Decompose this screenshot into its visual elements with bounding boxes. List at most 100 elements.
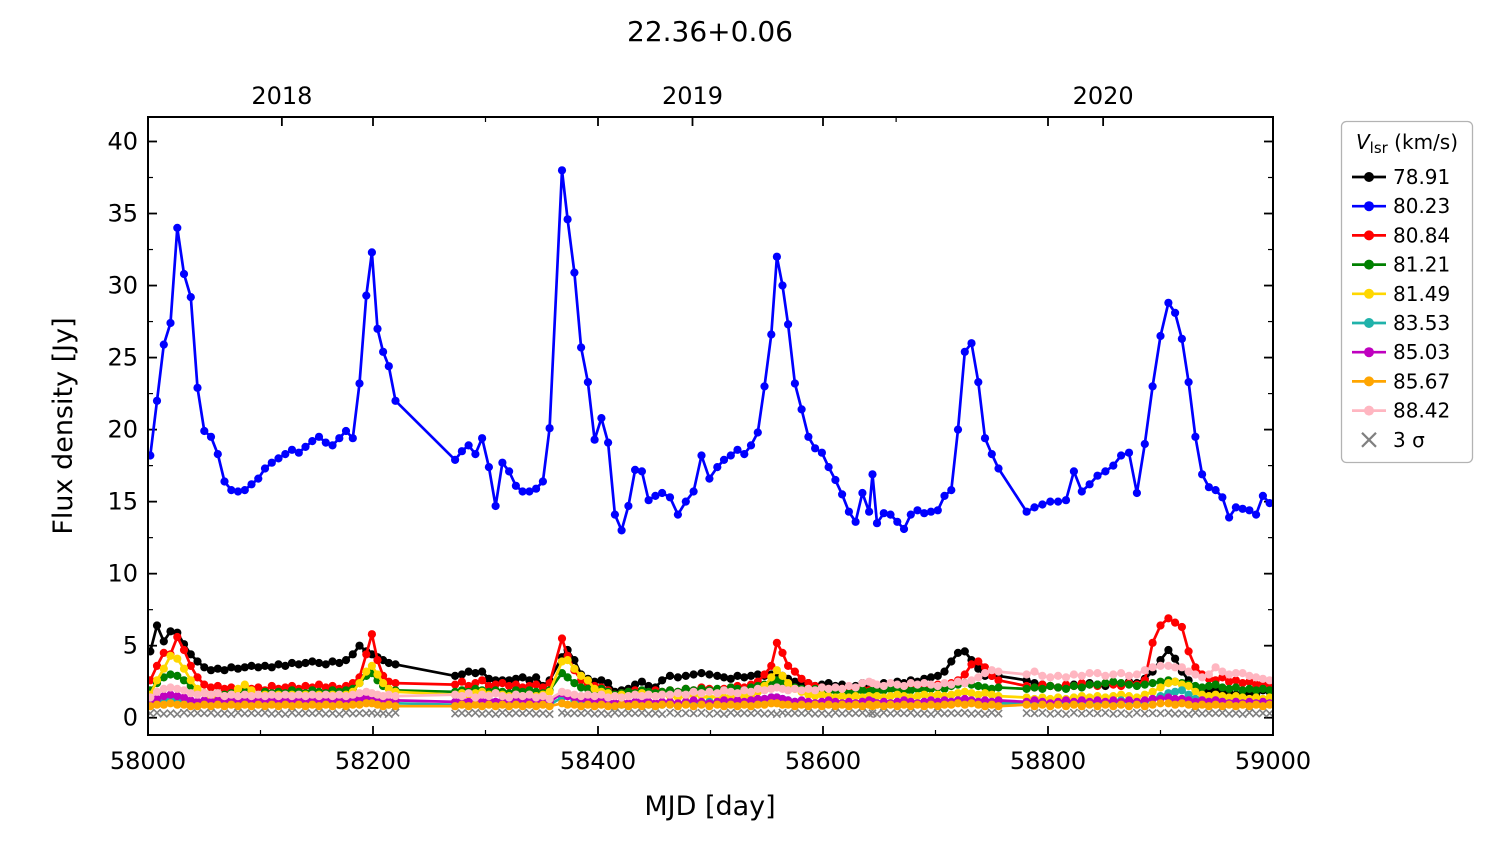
legend-marker	[1364, 405, 1374, 416]
data-point	[213, 700, 222, 709]
sigma-x-marker	[152, 708, 162, 717]
data-point	[563, 656, 572, 665]
data-point	[478, 676, 487, 685]
data-point	[247, 692, 256, 701]
data-point	[173, 684, 182, 694]
data-point	[1054, 700, 1063, 709]
data-point	[267, 663, 276, 672]
data-point	[379, 347, 388, 356]
axis-ticks	[147, 117, 1274, 735]
y-tick-label: 20	[107, 416, 138, 444]
data-point	[705, 670, 714, 679]
data-point	[213, 664, 222, 673]
sigma-x-marker	[886, 709, 895, 718]
legend-label: 81.49	[1393, 282, 1450, 306]
data-point	[784, 320, 793, 329]
data-point	[186, 650, 195, 659]
data-point	[484, 681, 493, 691]
data-point	[254, 700, 263, 709]
data-point	[1061, 696, 1071, 705]
data-point	[511, 481, 520, 490]
data-point	[1191, 681, 1200, 691]
data-point	[1204, 670, 1213, 679]
legend-item-85.03: 85.03	[1352, 340, 1450, 364]
sigma-x-marker	[159, 709, 168, 718]
data-point	[1101, 700, 1110, 709]
data-point	[314, 432, 324, 441]
data-point	[227, 663, 236, 672]
y-tick-label: 15	[107, 488, 138, 516]
data-point	[457, 692, 466, 701]
sigma-x-marker	[308, 709, 317, 718]
legend-item-80.84: 80.84	[1352, 223, 1450, 247]
data-point	[1022, 684, 1031, 694]
data-point	[557, 166, 567, 175]
data-point	[940, 679, 949, 688]
y-tick-label: 30	[107, 272, 138, 300]
data-point	[1164, 699, 1173, 708]
data-point	[767, 661, 776, 671]
sigma-x-marker	[783, 709, 793, 718]
sigma-x-marker	[879, 708, 888, 717]
data-point	[1124, 671, 1134, 681]
legend-item-3sigma: 3 σ	[1361, 428, 1425, 452]
data-point	[851, 700, 860, 709]
data-point	[658, 700, 667, 709]
data-point	[753, 684, 762, 694]
data-point	[778, 671, 787, 681]
sigma-x-marker	[1124, 709, 1134, 719]
sigma-x-marker	[477, 709, 487, 718]
data-point	[152, 396, 162, 405]
data-point	[1061, 496, 1071, 505]
sigma-x-marker	[705, 709, 714, 718]
data-point	[464, 667, 473, 676]
data-point	[491, 702, 500, 711]
data-point	[179, 269, 189, 279]
data-point	[1085, 700, 1094, 709]
data-point	[858, 686, 867, 695]
data-point	[379, 679, 388, 688]
data-point	[451, 680, 460, 689]
data-point	[947, 690, 956, 699]
data-point	[1093, 471, 1102, 480]
sigma-x-marker	[893, 708, 902, 718]
data-point	[227, 690, 236, 699]
data-point	[1124, 448, 1134, 457]
data-point	[597, 676, 606, 685]
data-point	[220, 692, 229, 701]
data-point	[484, 463, 493, 472]
sigma-x-marker	[1191, 708, 1200, 717]
data-point	[294, 448, 303, 457]
data-point	[933, 506, 942, 515]
data-point	[152, 621, 162, 630]
sigma-x-marker	[525, 708, 534, 717]
data-point	[373, 324, 382, 333]
data-point	[1117, 451, 1126, 460]
data-point	[673, 510, 683, 519]
sigma-x-marker	[1132, 708, 1142, 717]
data-point	[980, 689, 990, 698]
data-point	[1093, 680, 1102, 689]
data-point	[193, 383, 202, 392]
data-point	[940, 491, 949, 500]
sigma-x-marker	[733, 709, 742, 718]
data-point	[1225, 677, 1234, 686]
data-point	[1191, 432, 1200, 441]
legend-marker	[1364, 259, 1374, 270]
y-tick-label: 10	[107, 560, 138, 588]
sigma-x-marker	[1085, 708, 1094, 718]
data-point	[518, 702, 527, 711]
data-point	[886, 679, 895, 688]
data-point	[940, 684, 949, 694]
data-point	[570, 700, 579, 709]
data-point	[726, 451, 735, 460]
data-point	[173, 700, 182, 709]
sigma-legend-icon	[1361, 432, 1377, 448]
data-point	[1258, 491, 1267, 500]
data-point	[206, 702, 216, 711]
sigma-x-marker	[484, 709, 494, 718]
data-point	[1117, 690, 1126, 699]
sigma-x-marker	[457, 708, 467, 718]
data-point	[1109, 461, 1118, 470]
data-point	[753, 694, 762, 704]
